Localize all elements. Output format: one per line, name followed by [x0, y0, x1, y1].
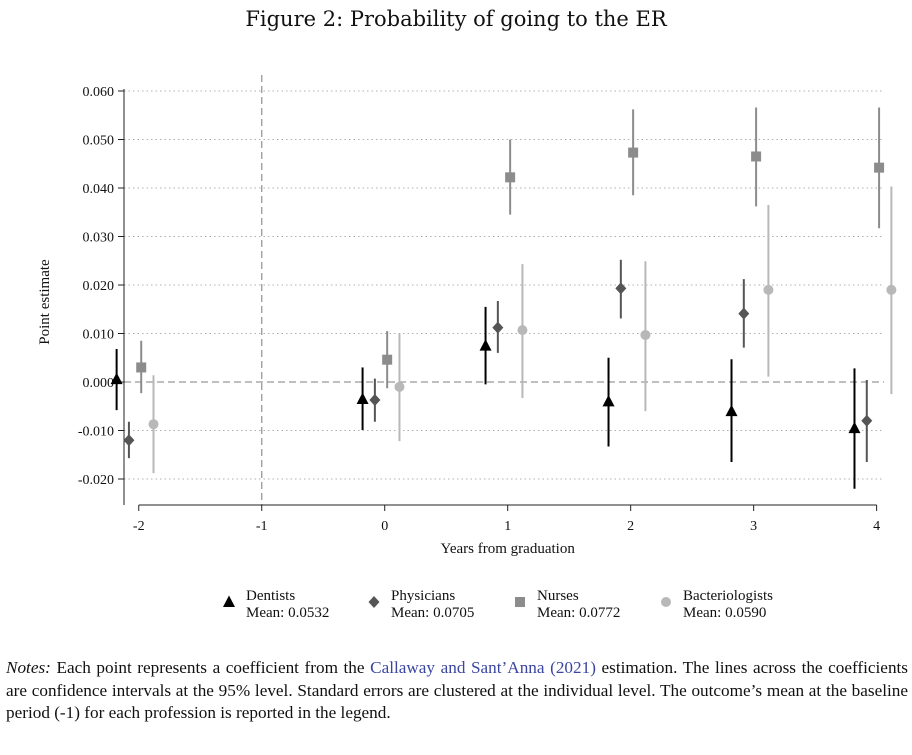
dentists-point — [602, 394, 615, 407]
nurses-legend-mean: Mean: 0.0772 — [537, 605, 620, 621]
dentists-point — [356, 392, 369, 404]
dentists-legend-marker — [223, 595, 235, 607]
nurses-point — [751, 151, 762, 162]
bacteriologists-point — [640, 329, 651, 340]
x-tick-label: -2 — [133, 519, 145, 534]
bacteriologists-point — [886, 284, 897, 295]
event-study-chart: -0.020 -0.010 0.000 0.010 0.020 0.030 0.040 0.0… — [37, 75, 897, 621]
bacteriologists-legend-label: Bacteriologists — [683, 588, 773, 604]
physicians-legend-marker — [368, 596, 380, 608]
nurses-point — [382, 354, 393, 365]
y-axis-title: Point estimate — [37, 259, 53, 345]
nurses-legend-label: Nurses — [537, 588, 579, 604]
physicians-point — [492, 321, 504, 334]
x-tick-label: 1 — [504, 519, 511, 534]
y-tick-label: 0.000 — [83, 376, 115, 391]
bacteriologists-legend-marker — [661, 597, 671, 607]
bacteriologists-point — [394, 381, 405, 392]
x-tick-label: 0 — [381, 519, 388, 534]
physicians-point — [861, 414, 873, 427]
bacteriologists-point — [763, 284, 774, 295]
dentists-legend-mean: Mean: 0.0532 — [246, 605, 329, 621]
dentists-legend-label: Dentists — [246, 588, 295, 604]
y-tick-label: 0.010 — [83, 328, 115, 343]
y-tick-label: 0.040 — [83, 182, 115, 197]
nurses-legend-marker — [515, 597, 525, 607]
physicians-point — [123, 434, 135, 447]
x-tick-label: 2 — [627, 519, 634, 534]
physicians-legend-label: Physicians — [391, 588, 455, 604]
y-tick-label: 0.030 — [83, 231, 115, 246]
figure-notes: Notes: Each point represents a coefficie… — [6, 657, 908, 725]
x-axis-title: Years from graduation — [441, 541, 576, 557]
physicians-point — [369, 393, 381, 406]
physicians-point — [738, 307, 750, 320]
bacteriologists-point — [148, 419, 159, 430]
bacteriologists-point — [517, 325, 528, 336]
notes-text-before: Each point represents a coefficient from… — [50, 658, 371, 677]
y-tick-label: 0.060 — [83, 85, 115, 100]
y-tick-label: 0.050 — [83, 134, 115, 149]
x-tick-label: 3 — [750, 519, 757, 534]
dentists-point — [479, 339, 492, 351]
physicians-point — [615, 282, 627, 295]
dentists-point — [848, 421, 861, 434]
x-tick-label: 4 — [873, 519, 880, 534]
nurses-point — [628, 147, 639, 158]
y-tick-label: -0.020 — [78, 473, 114, 488]
y-tick-label: 0.020 — [83, 279, 115, 294]
dentists-point — [110, 372, 123, 385]
bacteriologists-legend-mean: Mean: 0.0590 — [683, 605, 766, 621]
y-tick-label: -0.010 — [78, 425, 114, 440]
dentists-point — [725, 404, 738, 417]
nurses-point — [505, 172, 516, 183]
x-tick-label: -1 — [256, 519, 268, 534]
notes-text-after: estimation. The lines across the coeffic… — [6, 658, 908, 722]
notes-label: Notes: — [6, 658, 51, 677]
figure-title: Figure 2: Probability of going to the ER — [245, 7, 667, 31]
nurses-point — [136, 362, 147, 373]
citation-link[interactable]: Callaway and Sant’Anna (2021) — [370, 658, 596, 677]
physicians-legend-mean: Mean: 0.0705 — [391, 605, 474, 621]
nurses-point — [874, 162, 885, 173]
